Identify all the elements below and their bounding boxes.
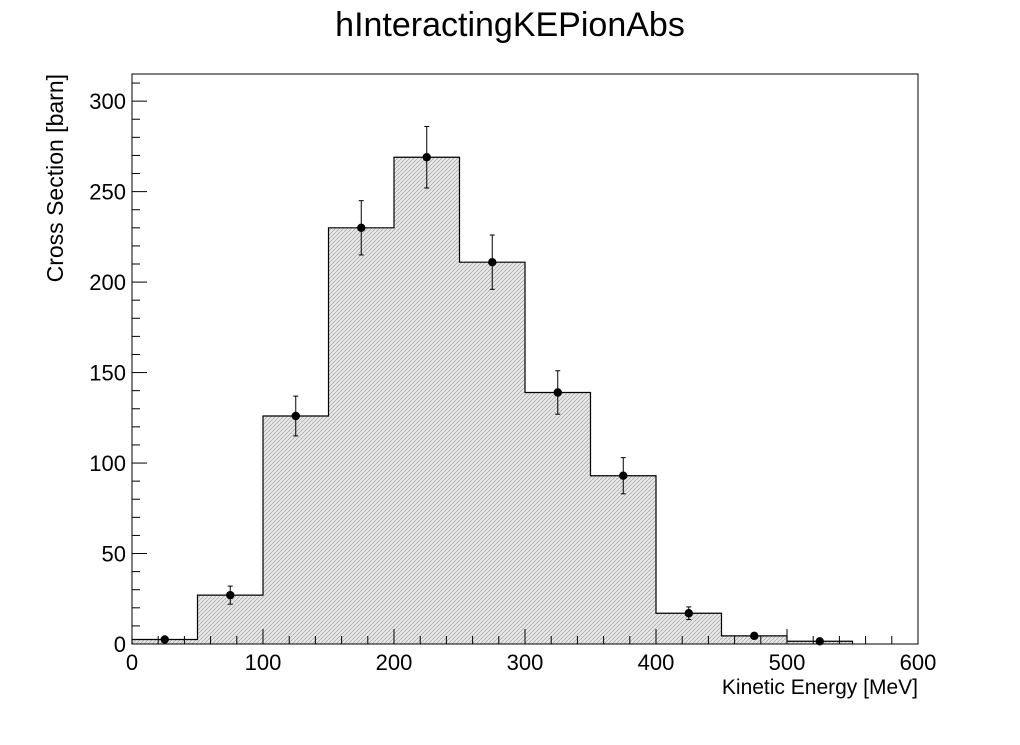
x-tick-label-4: 400 bbox=[638, 650, 675, 675]
bar-3 bbox=[328, 227, 394, 645]
bar-7 bbox=[590, 475, 656, 644]
y-tick-label-3: 150 bbox=[89, 361, 126, 386]
data-point-0 bbox=[160, 635, 169, 644]
data-point-3 bbox=[357, 223, 366, 233]
x-axis-label: Kinetic Energy [MeV] bbox=[722, 676, 918, 699]
data-point-10 bbox=[815, 637, 824, 646]
x-tick-label-6: 600 bbox=[900, 650, 937, 675]
bars-layer bbox=[132, 157, 853, 645]
y-tick-label-0: 0 bbox=[114, 632, 126, 657]
bar-4 bbox=[394, 157, 460, 644]
bar-5 bbox=[459, 262, 525, 644]
x-axis: 0 100 200 300 400 500 600 bbox=[126, 629, 936, 675]
data-point-9 bbox=[750, 631, 759, 641]
x-tick-label-5: 500 bbox=[769, 650, 806, 675]
data-point-7 bbox=[619, 471, 628, 480]
y-tick-label-5: 250 bbox=[89, 180, 126, 205]
x-tick-label-0: 0 bbox=[126, 650, 138, 675]
data-point-6 bbox=[553, 388, 562, 397]
y-tick-label-6: 300 bbox=[89, 89, 126, 114]
data-point-8 bbox=[684, 609, 693, 618]
y-tick-label-2: 100 bbox=[89, 451, 126, 476]
data-point-4 bbox=[422, 153, 431, 162]
bar-2 bbox=[263, 416, 329, 644]
y-axis-label: Cross Section [barn] bbox=[42, 74, 68, 282]
x-tick-label-3: 300 bbox=[507, 650, 544, 675]
y-tick-label-4: 200 bbox=[89, 270, 126, 295]
data-point-5 bbox=[488, 257, 497, 267]
y-axis: 0 50 100 150 200 250 300 bbox=[89, 82, 147, 657]
chart-title: hInteractingKEPionAbs bbox=[335, 6, 685, 44]
data-points-layer bbox=[160, 153, 824, 646]
data-point-1 bbox=[226, 590, 235, 600]
y-tick-label-1: 50 bbox=[102, 542, 126, 567]
x-tick-label-1: 100 bbox=[245, 650, 282, 675]
x-tick-label-2: 200 bbox=[376, 650, 413, 675]
data-point-2 bbox=[291, 411, 300, 421]
bar-6 bbox=[525, 392, 591, 644]
